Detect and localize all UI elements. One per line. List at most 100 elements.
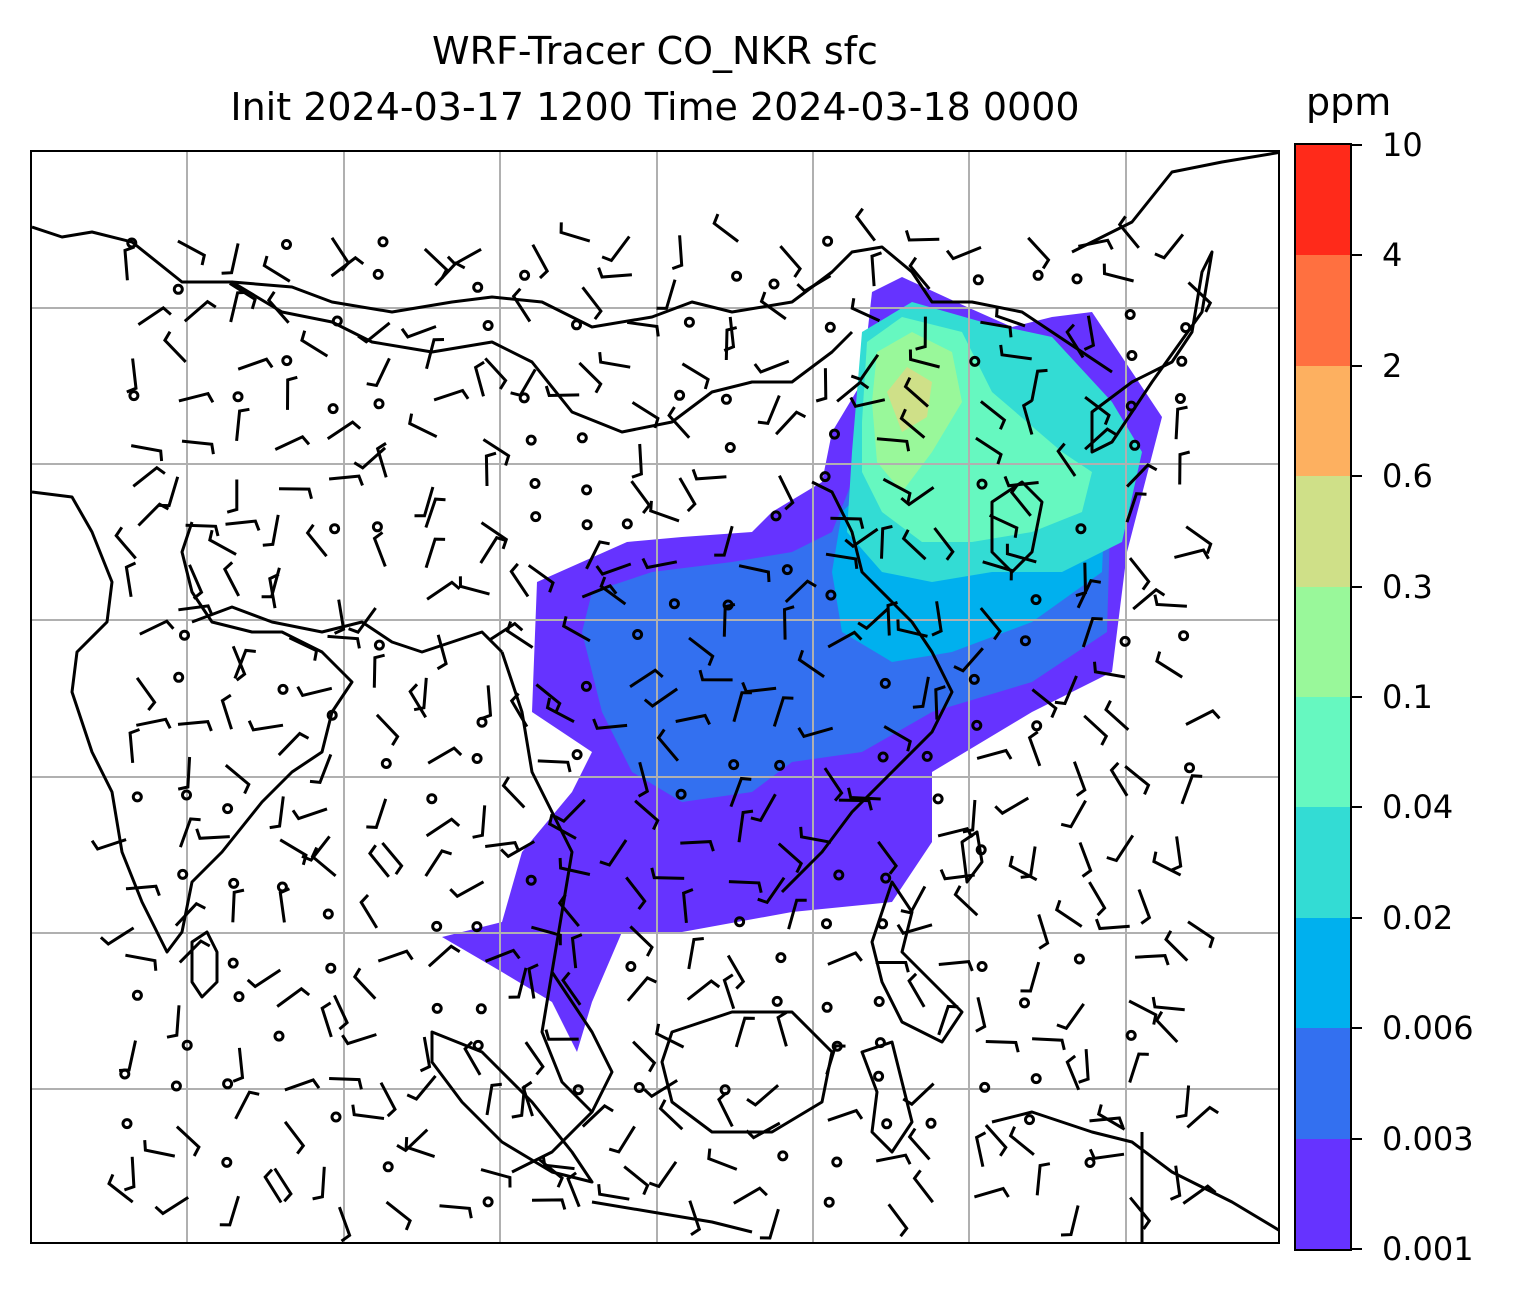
colorbar-tick-label: 0.1	[1382, 678, 1433, 716]
wind-barb	[1005, 543, 1037, 564]
wind-barb	[630, 480, 652, 515]
wind-barb	[178, 604, 214, 616]
calm-wind-circle	[227, 957, 239, 969]
wind-barb	[900, 885, 927, 915]
wind-barb	[178, 391, 215, 404]
wind-barb	[174, 901, 206, 927]
wind-barb	[850, 353, 880, 382]
wind-barb	[1084, 427, 1117, 451]
colorbar-tick-label: 0.04	[1382, 788, 1454, 827]
wind-barb	[597, 267, 633, 279]
wind-barb	[899, 408, 926, 439]
wind-barb	[599, 576, 627, 606]
wind-barb	[330, 255, 365, 278]
wind-barb	[177, 756, 192, 791]
calm-wind-circle	[1019, 635, 1031, 647]
calm-wind-circle	[181, 1039, 193, 1051]
wind-barb	[1072, 761, 1087, 797]
calm-wind-circle	[979, 1081, 991, 1093]
wind-barb	[777, 842, 804, 874]
calm-wind-circle	[831, 1156, 843, 1168]
wind-barb	[375, 713, 400, 746]
wind-barb	[222, 561, 241, 597]
srilanka-outline	[190, 930, 219, 999]
calm-wind-circle	[625, 961, 637, 972]
colorbar-tick	[1352, 1248, 1362, 1250]
wind-barb	[717, 1091, 734, 1128]
wind-barb	[903, 376, 929, 408]
wind-barb	[656, 279, 677, 310]
wind-barb	[1031, 688, 1058, 719]
wind-barb	[505, 621, 534, 649]
wind-barb	[328, 474, 364, 486]
calm-wind-circle	[932, 793, 944, 805]
wind-barb	[427, 746, 463, 765]
wind-barb	[300, 330, 329, 358]
calm-wind-circle	[972, 274, 984, 286]
wind-barb	[277, 731, 310, 757]
colorbar-tick-label: 2	[1382, 346, 1403, 385]
wind-barb	[545, 697, 575, 724]
wind-barb	[166, 1005, 181, 1039]
wind-barb	[1008, 1126, 1035, 1156]
wind-barb	[181, 439, 215, 455]
wind-barb	[404, 1137, 436, 1159]
calm-wind-circle	[471, 921, 483, 933]
colorbar-tick	[1352, 1027, 1362, 1030]
wind-barb	[341, 1033, 377, 1046]
wind-barb	[351, 1104, 385, 1120]
wind-barb	[439, 1204, 473, 1219]
wind-barb	[333, 994, 349, 1031]
wind-barb	[796, 274, 832, 293]
wind-barb	[984, 1124, 1008, 1157]
wind-barb	[581, 583, 618, 599]
calm-wind-circle	[824, 321, 836, 333]
wind-barb	[535, 683, 562, 714]
wind-barb	[682, 888, 694, 924]
wind-barb	[114, 526, 137, 560]
wind-barbs	[90, 207, 1221, 1242]
calm-wind-circle	[881, 1118, 893, 1130]
wind-barb	[185, 523, 220, 537]
wind-barb	[734, 1016, 755, 1048]
wind-barb	[759, 1208, 780, 1240]
wind-barb	[1060, 1205, 1080, 1237]
wind-barb	[1089, 1116, 1125, 1128]
wind-barb	[976, 748, 1013, 760]
calm-wind-circle	[1071, 273, 1083, 285]
china-north-border	[32, 225, 1113, 374]
wind-barb	[188, 564, 204, 600]
wind-barb	[631, 401, 660, 429]
wind-barb	[1117, 215, 1140, 249]
calm-wind-circle	[177, 868, 189, 880]
wind-barb	[732, 691, 752, 723]
wind-barb	[446, 247, 482, 266]
wind-barb	[915, 316, 927, 351]
calm-wind-circle	[571, 319, 582, 331]
calm-wind-circle	[373, 398, 385, 410]
wind-barb	[827, 630, 863, 649]
wind-barb	[1170, 836, 1183, 872]
calm-wind-circle	[179, 629, 190, 641]
calm-wind-circle	[222, 803, 234, 815]
calm-wind-circle	[728, 759, 740, 771]
wind-barb	[537, 759, 572, 773]
wind-barb	[137, 502, 170, 527]
wind-barb	[782, 605, 795, 640]
wind-barb	[527, 564, 555, 593]
wind-barb	[779, 245, 802, 278]
wind-barb	[119, 1040, 137, 1072]
calm-wind-circle	[877, 918, 889, 930]
calm-wind-circle	[668, 598, 680, 610]
wind-barb	[136, 717, 172, 729]
calm-wind-circle	[976, 478, 988, 490]
wind-barb	[1153, 594, 1187, 608]
wind-barb	[237, 357, 274, 371]
wind-barb	[1096, 1104, 1126, 1131]
wind-barb	[226, 479, 239, 514]
calm-wind-circle	[529, 478, 541, 489]
wind-barb	[484, 357, 508, 390]
calm-wind-circle	[331, 315, 343, 327]
calm-wind-circle	[975, 844, 987, 856]
wind-barb	[221, 243, 240, 275]
